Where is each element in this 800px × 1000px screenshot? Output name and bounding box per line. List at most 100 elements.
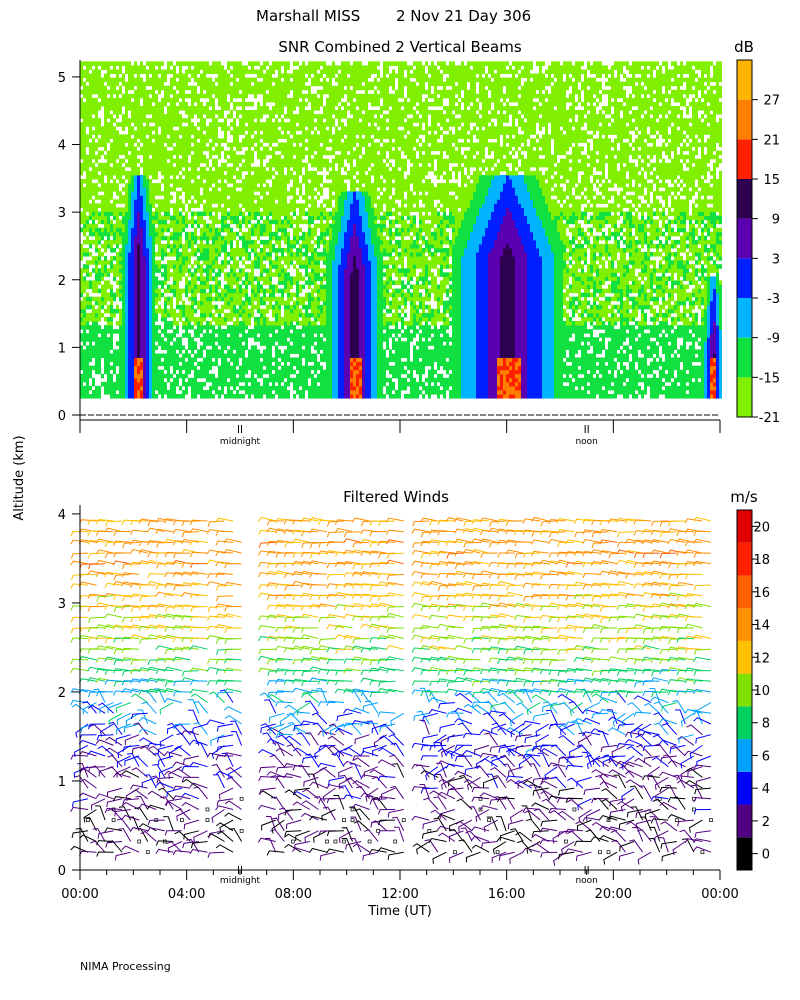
snr-cell <box>218 82 221 87</box>
snr-cell <box>188 110 191 115</box>
snr-cell <box>134 272 137 277</box>
snr-cell <box>257 354 260 359</box>
snr-cell <box>263 321 266 326</box>
snr-cell <box>125 191 128 196</box>
snr-cell <box>143 203 146 208</box>
snr-cell <box>143 345 146 350</box>
snr-cell <box>203 325 206 330</box>
snr-cell <box>146 276 149 281</box>
snr-cell <box>131 341 134 346</box>
snr-cell <box>203 374 206 379</box>
snr-cell <box>284 354 287 359</box>
snr-cell <box>269 163 272 168</box>
snr-cell <box>119 70 122 75</box>
snr-cell <box>272 285 275 290</box>
snr-cell <box>149 382 152 387</box>
snr-cell <box>137 228 140 233</box>
snr-cell <box>269 74 272 79</box>
snr-cell <box>161 232 164 237</box>
snr-cell <box>125 285 128 290</box>
snr-cell <box>296 216 299 221</box>
snr-cell <box>137 126 140 131</box>
snr-cell <box>242 354 245 359</box>
snr-cell <box>194 98 197 103</box>
snr-cell <box>302 203 305 208</box>
snr-cell <box>257 309 260 314</box>
snr-cell <box>233 90 236 95</box>
snr-cell <box>161 293 164 298</box>
snr-cell <box>212 187 215 192</box>
snr-cell <box>182 264 185 269</box>
snr-cell <box>281 236 284 241</box>
snr-cell <box>110 244 113 249</box>
snr-cell <box>263 293 266 298</box>
snr-cell <box>260 187 263 192</box>
snr-cell <box>167 86 170 91</box>
snr-cell <box>146 362 149 367</box>
snr-cell <box>266 118 269 123</box>
snr-cell <box>122 102 125 107</box>
snr-cell <box>197 155 200 160</box>
snr-cell <box>287 264 290 269</box>
snr-cell <box>122 260 125 265</box>
snr-cell <box>305 232 308 237</box>
snr-cell <box>200 65 203 70</box>
snr-cell <box>152 70 155 75</box>
snr-cell <box>89 82 92 87</box>
snr-cell <box>125 175 128 180</box>
snr-cell <box>221 82 224 87</box>
snr-cell <box>197 187 200 192</box>
snr-cell <box>203 155 206 160</box>
snr-cell <box>272 155 275 160</box>
snr-cell <box>287 175 290 180</box>
snr-cell <box>152 134 155 139</box>
snr-cell <box>263 370 266 375</box>
snr-cell <box>230 358 233 363</box>
snr-cell <box>152 260 155 265</box>
snr-cell <box>83 313 86 318</box>
snr-cell <box>239 301 242 306</box>
snr-cell <box>158 70 161 75</box>
snr-cell <box>143 268 146 273</box>
snr-cell <box>110 151 113 156</box>
snr-cell <box>248 78 251 83</box>
snr-cell <box>149 224 152 229</box>
snr-cell <box>143 98 146 103</box>
snr-cell <box>245 126 248 131</box>
snr-cell <box>173 106 176 111</box>
snr-cell <box>239 345 242 350</box>
snr-cell <box>173 260 176 265</box>
snr-cell <box>197 216 200 221</box>
snr-cell <box>242 98 245 103</box>
snr-cell <box>164 268 167 273</box>
snr-cell <box>287 232 290 237</box>
snr-cell <box>194 74 197 79</box>
snr-cell <box>158 82 161 87</box>
snr-cell <box>104 86 107 91</box>
snr-cell <box>104 110 107 115</box>
snr-cell <box>197 65 200 70</box>
snr-cell <box>170 321 173 326</box>
snr-cell <box>182 256 185 261</box>
snr-cell <box>179 220 182 225</box>
snr-cell <box>128 98 131 103</box>
snr-cell <box>272 289 275 294</box>
snr-cell <box>215 382 218 387</box>
snr-cell <box>233 325 236 330</box>
snr-cell <box>137 122 140 127</box>
snr-cell <box>149 264 152 269</box>
snr-cell <box>134 341 137 346</box>
snr-cell <box>107 171 110 176</box>
snr-cell <box>116 256 119 261</box>
snr-cell <box>149 216 152 221</box>
snr-cell <box>110 118 113 123</box>
snr-cell <box>95 191 98 196</box>
snr-cell <box>302 102 305 107</box>
snr-cell <box>95 354 98 359</box>
snr-cell <box>239 293 242 298</box>
snr-cell <box>152 110 155 115</box>
snr-cell <box>125 309 128 314</box>
snr-cell <box>131 349 134 354</box>
snr-cell <box>254 390 257 395</box>
snr-cell <box>266 289 269 294</box>
